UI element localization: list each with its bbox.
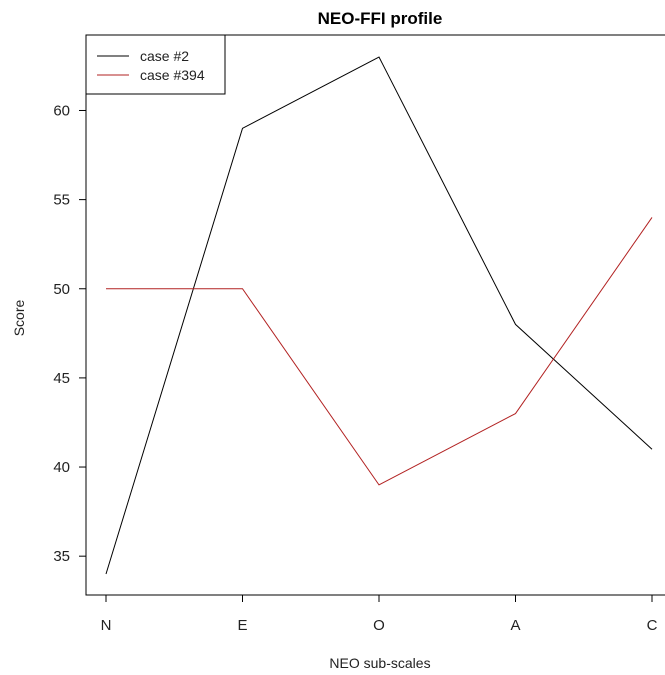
y-tick-label: 50 (53, 281, 70, 298)
series-layer (105, 56, 653, 575)
x-axis-label: NEO sub-scales (329, 655, 430, 671)
x-tick-label: O (373, 617, 385, 634)
x-tick-label: E (237, 617, 247, 634)
y-tick-label: 40 (53, 459, 70, 476)
legend-label: case #394 (140, 67, 205, 83)
chart-title: NEO-FFI profile (318, 9, 443, 28)
legend: case #2 case #394 (85, 34, 226, 95)
y-axis-label: Score (11, 300, 27, 337)
y-axis: 35 40 45 50 55 60 (53, 102, 87, 565)
y-tick-label: 55 (53, 192, 70, 209)
series-line-1 (105, 56, 653, 575)
plot-frame (85, 34, 665, 596)
legend-label: case #2 (140, 48, 189, 64)
y-tick-label: 45 (53, 370, 70, 387)
x-tick-label: C (647, 617, 658, 634)
y-tick-label: 60 (53, 102, 70, 119)
series-line-2 (106, 217, 653, 486)
y-tick-label: 35 (53, 548, 70, 565)
x-tick-label: N (101, 617, 112, 634)
legend-box (85, 34, 226, 95)
x-tick-label: A (510, 617, 520, 634)
